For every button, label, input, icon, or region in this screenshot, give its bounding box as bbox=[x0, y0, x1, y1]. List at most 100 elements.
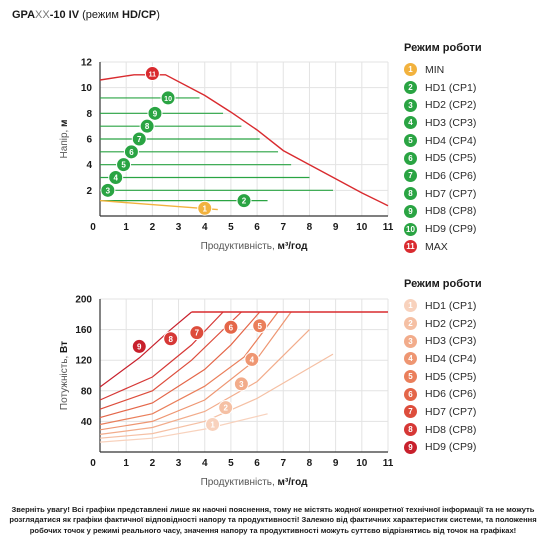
head-min-badge-circle bbox=[197, 200, 213, 216]
head-chart-x-tick-label: 2 bbox=[150, 222, 156, 233]
power-hd-badge: 3 bbox=[233, 376, 249, 392]
power-hd-badge: 5 bbox=[252, 318, 268, 334]
legend-power-item: 6 HD6 (CP6) bbox=[404, 385, 482, 403]
legend-power-item: 8 HD8 (CP8) bbox=[404, 421, 482, 439]
head-min-badge: 1 bbox=[197, 200, 213, 216]
power-hd-badge: 8 bbox=[163, 331, 179, 347]
legend-head-item: 1 MIN bbox=[404, 61, 482, 79]
legend-power-label: HD9 (CP9) bbox=[425, 441, 477, 454]
legend-power-label: HD2 (CP2) bbox=[425, 317, 477, 330]
power-chart-y-axis-label: Потужність, bbox=[59, 353, 70, 410]
title-mode-suffix: ) bbox=[156, 9, 160, 21]
legend-power-label: HD6 (CP6) bbox=[425, 388, 477, 401]
power-hd-badge: 4 bbox=[244, 351, 260, 367]
head-chart-y-tick-label: 6 bbox=[86, 135, 92, 146]
legend-head-title: Режим роботи bbox=[404, 42, 482, 54]
head-chart-x-tick-label: 10 bbox=[356, 222, 368, 233]
legend-head-label: HD2 (CP2) bbox=[425, 99, 477, 112]
legend-power-badge: 5 bbox=[404, 370, 417, 384]
legend-power-item: 1 HD1 (CP1) bbox=[404, 297, 482, 315]
power-chart-y-axis-unit: Вт bbox=[59, 341, 70, 353]
head-hd-badge: 2 bbox=[236, 193, 252, 209]
head-chart-x-tick-label: 7 bbox=[280, 222, 286, 233]
head-hd-badge: 3 bbox=[100, 182, 116, 198]
power-hd-badge-circle bbox=[223, 319, 239, 335]
head-hd-badge-label: 3 bbox=[106, 186, 111, 195]
title-model-mid: XX bbox=[35, 9, 50, 21]
power-hd-badge: 9 bbox=[131, 338, 147, 354]
legend-head-label: HD3 (CP3) bbox=[425, 116, 477, 129]
power-hd-badge-label: 3 bbox=[239, 380, 244, 389]
head-chart-y-tick-label: 12 bbox=[81, 58, 93, 69]
legend-head-label: HD8 (CP8) bbox=[425, 205, 477, 218]
power-hd-badge-label: 8 bbox=[168, 335, 173, 344]
legend-head-label: HD7 (CP7) bbox=[425, 187, 477, 200]
legend-head-badge: 6 bbox=[404, 151, 417, 165]
power-hd-curve bbox=[99, 311, 261, 419]
legend-power-item: 9 HD9 (CP9) bbox=[404, 439, 482, 457]
head-chart-x-axis-unit: м³/год bbox=[278, 241, 309, 252]
legend-head-items: 1 MIN 2 HD1 (CP1) 3 HD2 (CP2) 4 HD3 (CP3) 5 HD4 (… bbox=[404, 61, 482, 256]
power-chart-y-tick-label: 120 bbox=[75, 356, 92, 367]
legend-head-badge: 4 bbox=[404, 116, 417, 130]
head-chart-x-tick-label: 3 bbox=[176, 222, 182, 233]
power-hd-badge-circle bbox=[205, 416, 221, 432]
legend-power-badge: 9 bbox=[404, 440, 417, 454]
legend-head-item: 2 HD1 (CP1) bbox=[404, 79, 482, 97]
head-hd-badge-circle bbox=[108, 170, 124, 185]
legend-head-badge: 8 bbox=[404, 187, 417, 201]
head-chart-x-axis-label: Продуктивність, bbox=[201, 241, 278, 252]
power-chart-x-tick-label: 2 bbox=[150, 458, 156, 469]
legend-power-badge: 7 bbox=[404, 405, 417, 419]
legend-power-item: 4 HD4 (CP4) bbox=[404, 350, 482, 368]
power-hd-badge-label: 4 bbox=[250, 355, 255, 364]
head-chart-x-tick-label: 11 bbox=[383, 222, 394, 233]
power-hd-badge: 2 bbox=[218, 400, 234, 416]
legend-head-badge: 1 bbox=[404, 63, 417, 77]
power-hd-badge: 1 bbox=[205, 416, 221, 432]
disclaimer-footnote: Зверніть увагу! Всі графіки представлені… bbox=[9, 505, 537, 535]
head-hd-badge: 5 bbox=[116, 157, 132, 173]
legend-power-label: HD3 (CP3) bbox=[425, 335, 477, 348]
legend-power-item: 7 HD7 (CP7) bbox=[404, 403, 482, 421]
legend-power-title: Режим роботи bbox=[404, 278, 482, 290]
head-chart-y-tick-label: 8 bbox=[86, 109, 92, 120]
head-hd-badge-label: 6 bbox=[129, 148, 134, 157]
legend-power-badge: 2 bbox=[404, 317, 417, 331]
page-title: GPAXX-10 IV (режим HD/CP) bbox=[12, 9, 160, 21]
head-hd-badge: 7 bbox=[131, 131, 147, 147]
power-hd-curve bbox=[99, 413, 268, 443]
power-hd-curve bbox=[99, 329, 310, 435]
legend-head-label: HD9 (CP9) bbox=[425, 223, 477, 236]
head-chart-x-tick-label: 9 bbox=[333, 222, 339, 233]
legend-head-item: 11 MAX bbox=[404, 238, 482, 256]
head-hd-badge-circle bbox=[236, 193, 252, 209]
head-hd-badge: 6 bbox=[123, 144, 139, 160]
legend-power-label: HD7 (CP7) bbox=[425, 405, 477, 418]
power-hd-badge-circle bbox=[252, 318, 268, 334]
power-chart-y-axis-title: Потужність, Вт bbox=[59, 341, 70, 410]
power-chart-y-tick-label: 200 bbox=[75, 295, 92, 306]
legend-head-label: HD4 (CP4) bbox=[425, 134, 477, 147]
head-hd-badge-circle bbox=[139, 118, 155, 134]
power-hd-badge-circle bbox=[233, 376, 249, 392]
head-hd-badge-label: 5 bbox=[121, 161, 126, 170]
head-hd-badge: 9 bbox=[147, 105, 163, 121]
legend-power-label: HD1 (CP1) bbox=[425, 299, 477, 312]
head-max-badge-circle bbox=[144, 66, 160, 82]
legend-head-badge: 9 bbox=[404, 204, 417, 218]
power-hd-badge-label: 9 bbox=[137, 342, 142, 351]
title-model-end: -10 IV bbox=[49, 9, 80, 21]
head-hd-badge-circle bbox=[116, 157, 132, 173]
head-chart-x-tick-label: 8 bbox=[307, 222, 313, 233]
head-hd-badge: 8 bbox=[139, 118, 155, 134]
legend-power-items: 1 HD1 (CP1) 2 HD2 (CP2) 3 HD3 (CP3) 4 HD4 (CP4)… bbox=[404, 297, 482, 456]
legend-power-label: HD8 (CP8) bbox=[425, 423, 477, 436]
power-hd-badge-circle bbox=[244, 351, 260, 367]
power-hd-badge-label: 7 bbox=[195, 329, 200, 338]
head-chart-x-tick-label: 1 bbox=[123, 222, 129, 233]
power-hd-curve bbox=[99, 311, 224, 401]
legend-head-item: 4 HD3 (CP3) bbox=[404, 114, 482, 132]
power-hd-badge: 6 bbox=[223, 319, 239, 335]
